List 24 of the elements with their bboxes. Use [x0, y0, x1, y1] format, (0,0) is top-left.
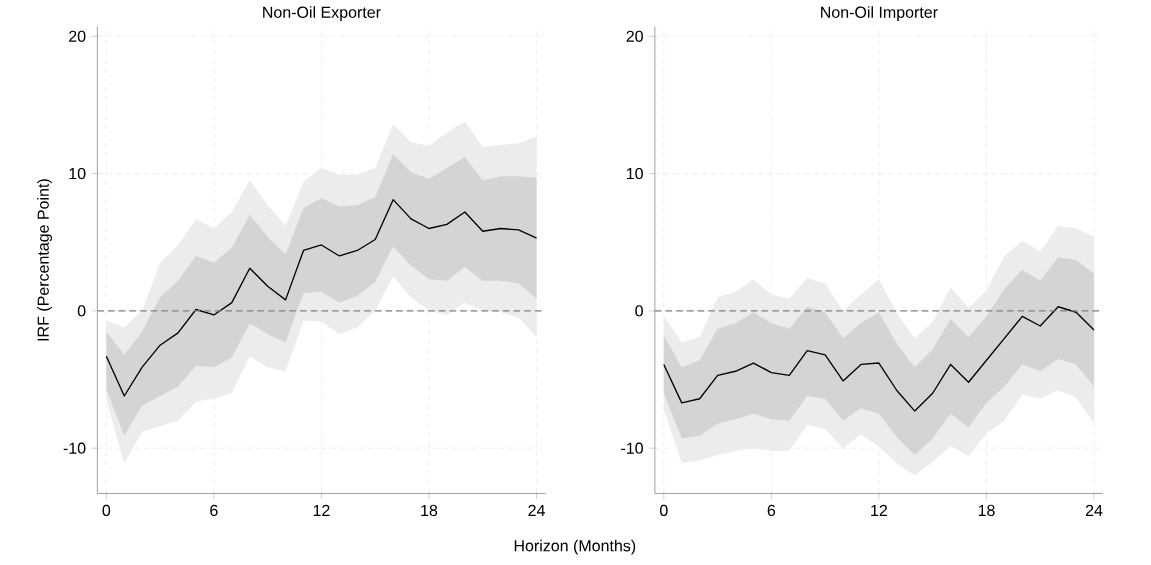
- y-axis-title: IRF (Percentage Point): [37, 179, 53, 341]
- x-tick-label: 24: [1085, 504, 1103, 516]
- x-tick-label: 12: [313, 504, 330, 516]
- y-tick-label: 10: [69, 167, 86, 179]
- x-tick-label: 0: [102, 504, 111, 516]
- x-tick-label: 18: [421, 504, 438, 516]
- x-tick-label: 6: [767, 504, 776, 516]
- y-tick-label: 20: [626, 30, 643, 42]
- y-tick-label: -10: [63, 442, 86, 454]
- x-tick-label: 6: [210, 504, 218, 516]
- y-tick-label: 0: [635, 304, 643, 317]
- x-tick-label: 24: [528, 504, 545, 516]
- chart-title: Non-Oil Importer: [821, 5, 938, 21]
- x-tick-label: 0: [660, 504, 668, 516]
- x-tick-label: 12: [871, 504, 888, 516]
- x-axis-title: Horizon (Months): [514, 539, 636, 555]
- x-tick-label: 18: [978, 504, 995, 516]
- chart-title: Non-Oil Exporter: [263, 5, 381, 21]
- y-tick-label: 20: [69, 30, 86, 42]
- y-tick-label: -10: [621, 442, 643, 454]
- y-tick-label: 0: [77, 304, 86, 317]
- line-series: [105, 198, 538, 397]
- line-series: [663, 305, 1095, 412]
- y-tick-label: 10: [626, 167, 643, 179]
